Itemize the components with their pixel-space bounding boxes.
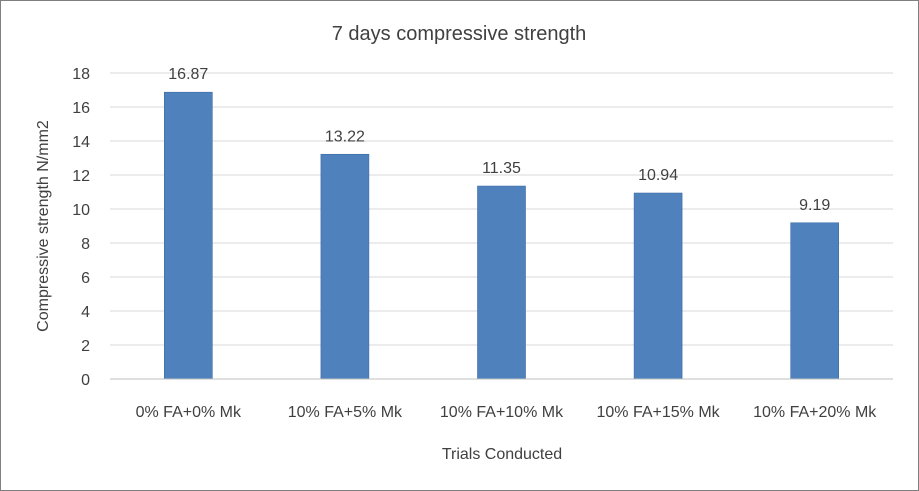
bar (164, 91, 213, 380)
y-tick-label: 10 (72, 202, 90, 219)
gridlines (110, 72, 893, 346)
y-tick-label: 18 (72, 66, 90, 83)
bar (477, 185, 526, 380)
y-tick-label: 2 (81, 338, 90, 355)
bar (320, 153, 370, 380)
bar (633, 192, 683, 380)
x-tick-label: 10% FA+10% Mk (440, 404, 564, 421)
y-tick-label: 14 (72, 134, 90, 151)
y-tick-label: 6 (81, 270, 90, 287)
x-tick-label: 10% FA+20% Mk (753, 404, 877, 421)
y-axis-ticks: 0 2 4 6 8 10 12 14 16 18 (72, 66, 90, 389)
x-tick-label: 0% FA+0% Mk (136, 404, 242, 421)
y-axis-label: Compressive strength N/mm2 (35, 120, 52, 332)
y-tick-label: 8 (81, 236, 90, 253)
y-tick-label: 0 (81, 372, 90, 389)
x-axis-ticks: 0% FA+0% Mk 10% FA+5% Mk 10% FA+10% Mk 10% … (136, 404, 878, 421)
y-tick-label: 12 (72, 168, 90, 185)
x-tick-label: 10% FA+5% Mk (288, 404, 403, 421)
bars (164, 91, 840, 380)
data-label: 11.35 (482, 160, 521, 177)
y-tick-label: 16 (72, 100, 90, 117)
data-label: 9.19 (799, 197, 830, 214)
data-label: 13.22 (325, 128, 365, 145)
chart-title: 7 days compressive strength (332, 23, 587, 45)
bar (790, 222, 840, 380)
x-axis-label: Trials Conducted (442, 446, 562, 463)
y-tick-label: 4 (81, 304, 90, 321)
data-label: 10.94 (638, 167, 678, 184)
x-tick-label: 10% FA+15% Mk (597, 404, 721, 421)
data-label: 16.87 (168, 66, 208, 83)
data-labels: 16.87 13.22 11.35 10.94 9.19 (168, 66, 830, 214)
